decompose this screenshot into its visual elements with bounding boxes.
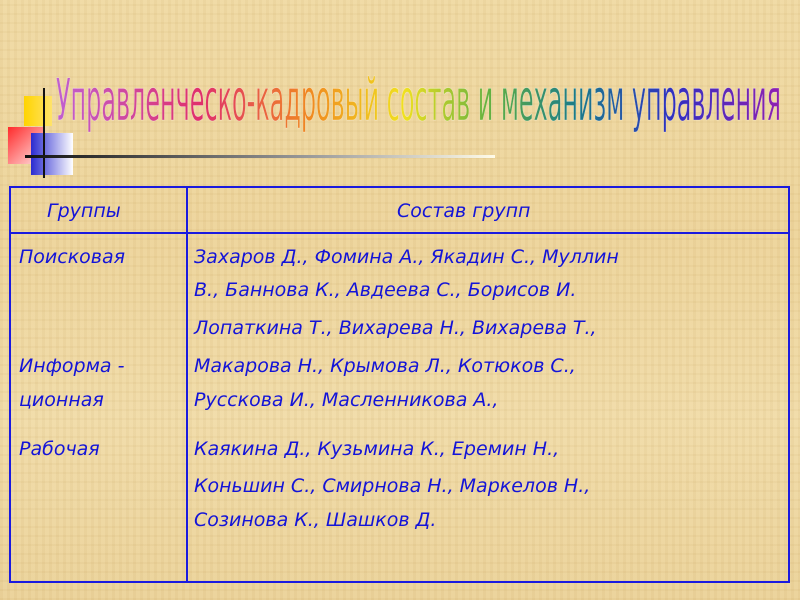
column-divider: [186, 188, 188, 581]
group-name: Рабочая: [19, 438, 100, 460]
blue-square-decoration: [31, 133, 73, 175]
members-line: Коньшин С., Смирнова Н., Маркелов Н.,: [194, 475, 591, 497]
members-line: Макарова Н., Крымова Л., Котюков С.,: [194, 355, 576, 377]
header-groups: Группы: [47, 200, 121, 222]
members-line: Созинова К., Шашков Д.: [194, 509, 437, 531]
header-members: Состав групп: [397, 200, 531, 222]
header-divider: [11, 232, 788, 234]
page-title: Управленческо-кадровый состав и механизм…: [56, 66, 781, 135]
members-line: Захаров Д., Фомина А., Якадин С., Муллин: [194, 246, 619, 268]
yellow-square-decoration: [24, 96, 52, 126]
members-line: Русскова И., Масленникова А.,: [194, 389, 499, 411]
group-name: Поисковая: [19, 246, 126, 268]
members-line: Каякина Д., Кузьмина К., Еремин Н.,: [194, 438, 560, 460]
members-line: Лопаткина Т., Вихарева Н., Вихарева Т.,: [194, 317, 597, 339]
vertical-line-decoration: [43, 88, 45, 178]
svg-text:Управленческо-кадровый состав: Управленческо-кадровый состав и механизм…: [56, 66, 781, 134]
horizontal-rule: [25, 155, 495, 158]
groups-table: Группы Состав групп Поисковая Информа - …: [9, 186, 790, 583]
group-name: ционная: [19, 389, 104, 411]
members-line: В., Баннова К., Авдеева С., Борисов И.: [194, 279, 577, 301]
group-name: Информа -: [19, 355, 125, 377]
